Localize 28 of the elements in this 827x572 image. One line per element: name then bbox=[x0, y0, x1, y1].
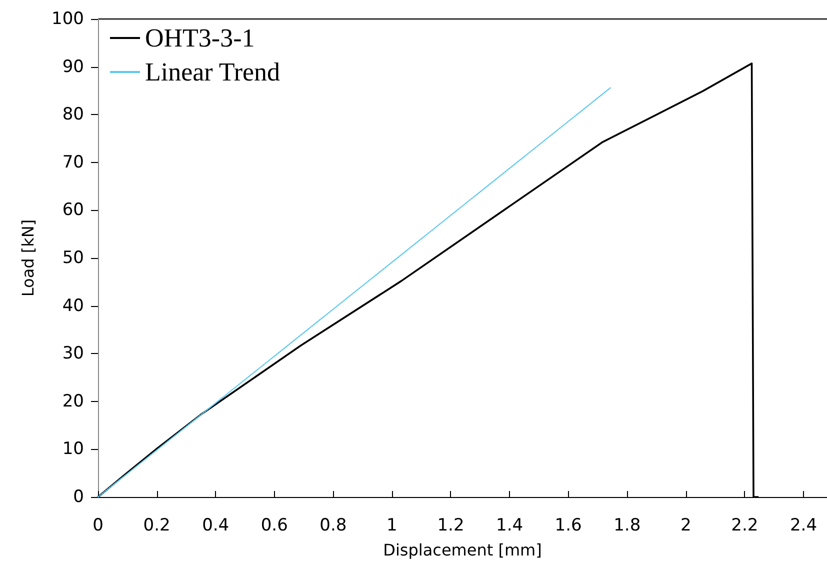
y-tick-label: 0 bbox=[73, 487, 84, 507]
x-tick-label: 2 bbox=[680, 516, 692, 536]
x-tick-label: 0.2 bbox=[143, 516, 170, 536]
x-tick-label: 1.2 bbox=[437, 516, 464, 536]
y-tick-label: 70 bbox=[62, 152, 84, 172]
x-axis-title: Displacement [mm] bbox=[383, 540, 542, 560]
y-axis-title: Load [kN] bbox=[18, 219, 38, 297]
x-tick-label: 1.4 bbox=[496, 516, 524, 536]
y-tick-label: 50 bbox=[62, 248, 84, 268]
x-tick-label: 0.6 bbox=[260, 516, 288, 536]
y-tick-label: 90 bbox=[62, 56, 84, 77]
x-tick-label: 1.6 bbox=[554, 516, 582, 536]
y-tick-label: 40 bbox=[62, 296, 84, 316]
x-tick-label: 2.2 bbox=[731, 516, 758, 536]
x-tick-label: 0 bbox=[92, 516, 104, 536]
x-tick-label: 1 bbox=[386, 516, 398, 536]
x-tick-label: 2.4 bbox=[790, 516, 818, 536]
legend-label: OHT3-3-1 bbox=[145, 24, 255, 52]
y-tick-label: 20 bbox=[62, 391, 84, 412]
x-tick-label: 0.4 bbox=[202, 516, 230, 536]
legend-label: Linear Trend bbox=[145, 58, 280, 86]
y-tick-label: 60 bbox=[62, 200, 84, 220]
y-tick-label: 30 bbox=[62, 344, 84, 364]
y-tick-label: 100 bbox=[52, 9, 84, 29]
x-tick-label: 1.8 bbox=[614, 516, 641, 536]
x-tick-label: 0.8 bbox=[320, 516, 347, 536]
y-tick-label: 80 bbox=[62, 104, 84, 125]
y-tick-label: 10 bbox=[62, 439, 84, 460]
